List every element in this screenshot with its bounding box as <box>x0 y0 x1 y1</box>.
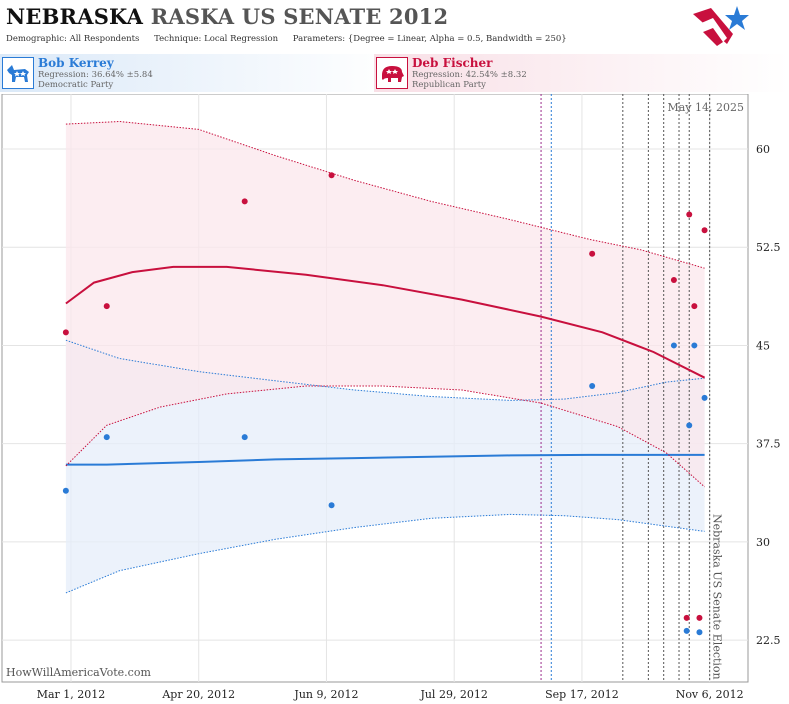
candidate-regression: Regression: 42.54% ±8.32 <box>412 70 527 80</box>
poll-point-rep <box>589 250 596 257</box>
page-title: NEBRASKA RASKA US SENATE 2012 <box>6 4 448 29</box>
trend-line-rep <box>65 265 706 379</box>
header: NEBRASKA RASKA US SENATE 2012 Demographi… <box>0 0 789 52</box>
poll-point-rep <box>686 211 693 218</box>
candidate-name: Bob Kerrey <box>38 56 114 70</box>
candidate-icon-box <box>376 57 408 89</box>
demographic-label: Demographic: <box>6 34 67 44</box>
site-logo-icon <box>693 6 749 46</box>
watermark: HowWillAmericaVote.com <box>6 666 151 679</box>
y-tick-label: 30 <box>756 536 770 549</box>
candidate-party: Republican Party <box>412 80 486 90</box>
trend-line-dem <box>65 453 705 466</box>
poll-point-rep <box>103 303 110 310</box>
x-tick-label: Mar 1, 2012 <box>37 688 106 701</box>
poll-point-rep <box>696 614 703 621</box>
y-tick-label: 22.5 <box>756 634 781 647</box>
poll-point-rep <box>670 276 677 283</box>
x-tick-label: Jun 9, 2012 <box>293 688 358 701</box>
candidate-icon-box <box>2 57 34 89</box>
y-tick-label: 52.5 <box>756 241 781 254</box>
parameters-line: Demographic: All Respondents Technique: … <box>6 34 567 44</box>
poll-point-rep <box>683 614 690 621</box>
demographic-value: All Respondents <box>69 34 140 44</box>
elephant-icon <box>382 66 404 82</box>
poll-point-rep <box>701 227 708 234</box>
y-tick-label: 60 <box>756 143 770 156</box>
chart-date-label: May 14, 2025 <box>667 101 744 114</box>
poll-point-rep <box>241 198 248 205</box>
upper-bound-line-rep <box>65 120 705 269</box>
candidate-name: Deb Fischer <box>412 56 493 70</box>
upper-bound-line-dem <box>65 339 705 401</box>
y-tick-label: 37.5 <box>756 438 781 451</box>
parameters-value: {Degree = Linear, Alpha = 0.5, Bandwidth… <box>347 34 567 44</box>
poll-point-dem <box>670 342 677 349</box>
poll-point-dem <box>62 487 69 494</box>
poll-point-dem <box>691 342 698 349</box>
poll-point-dem <box>589 383 596 390</box>
title-state: NEBRASKA <box>6 4 144 29</box>
poll-point-dem <box>328 502 335 509</box>
poll-point-rep <box>62 329 69 336</box>
x-tick-label: Nov 6, 2012 <box>676 688 744 701</box>
candidate-panel-dem: Bob Kerrey Regression: 36.64% ±5.84 Demo… <box>0 54 394 92</box>
poll-point-dem <box>701 394 708 401</box>
candidate-party: Democratic Party <box>38 80 114 90</box>
poll-point-dem <box>103 434 110 441</box>
x-tick-label: Sep 17, 2012 <box>545 688 619 701</box>
lower-bound-line-dem <box>65 513 705 594</box>
poll-point-dem <box>683 627 690 634</box>
confidence-band-rep <box>65 121 705 487</box>
x-tick-label: Jul 29, 2012 <box>419 688 488 701</box>
poll-point-dem <box>686 422 693 429</box>
poll-point-dem <box>241 434 248 441</box>
poll-chart: 22.5 30 37.5 45 52.5 60 Mar 1, 2012 Apr 20, 201… <box>1 94 781 701</box>
election-day-label: Nebraska US Senate Election <box>711 514 724 680</box>
poll-point-dem <box>696 629 703 636</box>
candidate-panel-rep: Deb Fischer Regression: 42.54% ±8.32 Rep… <box>374 54 789 92</box>
y-tick-label: 45 <box>756 339 770 352</box>
technique-value: Local Regression <box>204 34 279 44</box>
candidate-regression: Regression: 36.64% ±5.84 <box>38 70 153 80</box>
poll-point-rep <box>691 303 698 310</box>
title-race: RASKA US SENATE 2012 <box>150 4 449 29</box>
technique-label: Technique: <box>154 34 202 44</box>
donkey-icon <box>7 65 29 82</box>
poll-point-rep <box>328 172 335 179</box>
parameters-label: Parameters: <box>292 34 346 44</box>
x-tick-label: Apr 20, 2012 <box>161 688 235 701</box>
